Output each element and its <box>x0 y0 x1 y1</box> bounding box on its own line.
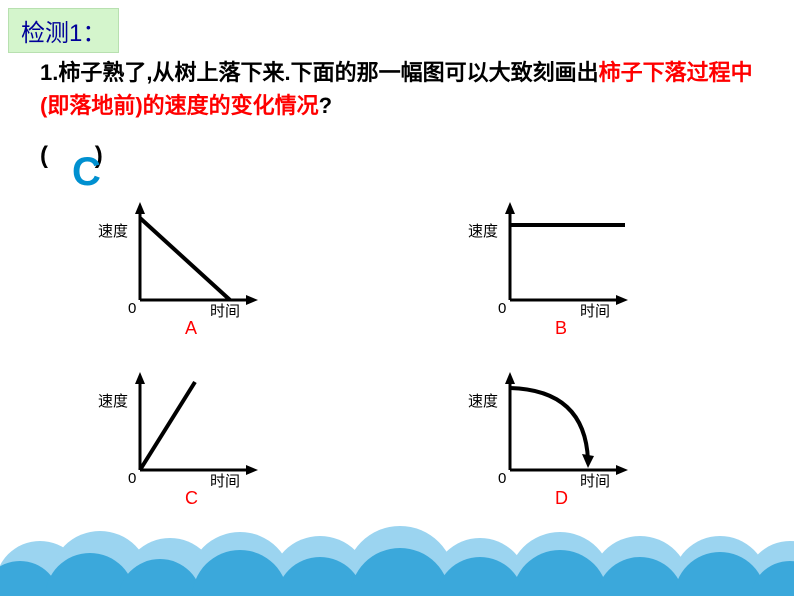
chart-a-origin: 0 <box>128 300 136 317</box>
section-header: 检测1： <box>8 8 119 53</box>
chart-c: 速度 0 时间 C <box>90 370 290 500</box>
chart-d-origin: 0 <box>498 470 506 487</box>
question-prefix: 1. <box>40 60 58 85</box>
bracket-open: ( <box>40 142 48 169</box>
chart-b-xlabel: 时间 <box>580 300 610 321</box>
chart-b-ylabel: 速度 <box>468 220 498 241</box>
chart-d: 速度 0 时间 D <box>460 370 660 500</box>
chart-c-origin: 0 <box>128 470 136 487</box>
chart-a: 速度 0 时间 A <box>90 200 290 330</box>
chart-b: 速度 0 时间 B <box>460 200 660 330</box>
question-part1: 柿子熟了,从树上落下来.下面的那一幅图可以大致刻画出 <box>58 60 598 85</box>
option-b-label: B <box>555 318 567 339</box>
chart-d-ylabel: 速度 <box>468 390 498 411</box>
chart-c-xlabel: 时间 <box>210 470 240 491</box>
question-text: 1.柿子熟了,从树上落下来.下面的那一幅图可以大致刻画出柿子下落过程中(即落地前… <box>40 56 754 122</box>
chart-c-ylabel: 速度 <box>98 390 128 411</box>
chart-b-origin: 0 <box>498 300 506 317</box>
answer-letter: C <box>72 150 101 195</box>
cloud-decoration <box>0 506 794 596</box>
question-part2: ? <box>319 93 332 118</box>
chart-d-xlabel: 时间 <box>580 470 610 491</box>
chart-a-xlabel: 时间 <box>210 300 240 321</box>
chart-a-ylabel: 速度 <box>98 220 128 241</box>
option-a-label: A <box>185 318 197 339</box>
